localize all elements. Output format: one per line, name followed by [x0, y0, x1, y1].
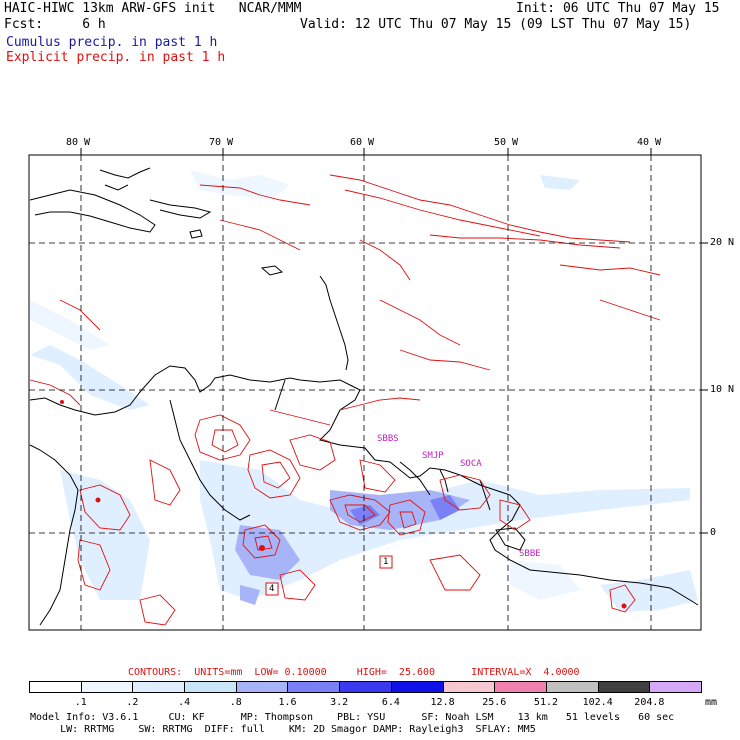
box-label-1: 1	[383, 557, 389, 567]
lon-label-70w: 70 W	[209, 137, 234, 148]
lon-label-60w: 60 W	[350, 137, 375, 148]
colorbar-cell	[80, 681, 134, 693]
lon-label-50w: 50 W	[494, 137, 519, 148]
colorbar-tick-label: 1.6	[278, 697, 297, 708]
colorbar-tick-label: 12.8	[430, 697, 455, 708]
colorbar-tick-label: .1	[74, 697, 87, 708]
forecast-hour: Fcst: 6 h	[4, 17, 106, 32]
label-box-4	[265, 582, 279, 596]
colorbar-cell	[235, 681, 289, 693]
heavy-precip-spots	[60, 400, 627, 609]
station-soca: SOCA	[460, 459, 482, 469]
lat-lon-grid	[29, 155, 701, 630]
colorbar-tick-label: 51.2	[533, 697, 559, 708]
colorbar-cell	[29, 681, 82, 693]
colorbar-cell	[132, 681, 186, 693]
colorbar-tick-label: 6.4	[381, 697, 400, 708]
contours-info: CONTOURS: UNITS=mm LOW= 0.10000 HIGH= 25…	[128, 667, 580, 678]
box-label-4: 4	[269, 584, 275, 594]
station-smjp: SMJP	[422, 451, 444, 461]
colorbar-tick-label: 25.6	[482, 697, 507, 708]
model-info-line2: LW: RRTMG SW: RRTMG DIFF: full KM: 2D Sm…	[30, 724, 536, 735]
colorbar-cell	[184, 681, 237, 693]
colorbar-tick-label: 3.2	[330, 697, 349, 708]
model-info-line1: Model Info: V3.6.1 CU: KF MP: Thompson P…	[30, 712, 675, 723]
lat-label-10n: 10 N	[710, 384, 735, 395]
colorbar-tick-label: 204.8	[634, 697, 665, 708]
colorbar-cell	[442, 681, 496, 693]
lon-label-40w: 40 W	[637, 137, 662, 148]
valid-time: Valid: 12 UTC Thu 07 May 15 (09 LST Thu …	[300, 17, 692, 32]
colorbar-cell	[494, 681, 547, 693]
explicit-precip-contours	[29, 174, 661, 626]
plot-title: HAIC-HIWC 13km ARW-GFS init NCAR/MMM	[4, 1, 302, 16]
colorbar-cell	[287, 681, 341, 693]
colorbar-tick-label: .8	[229, 697, 242, 708]
lat-label-0: 0	[710, 527, 717, 538]
colorbar-tick-label: .4	[178, 697, 191, 708]
cumulus-precip-label: Cumulus precip. in past 1 h	[6, 35, 218, 50]
station-sbbs: SBBS	[377, 434, 399, 444]
init-time: Init: 06 UTC Thu 07 May 15	[516, 1, 720, 16]
lat-label-20n: 20 N	[710, 237, 735, 248]
colorbar-tick-label: 102.4	[582, 697, 613, 708]
explicit-precip-label: Explicit precip. in past 1 h	[6, 50, 226, 65]
colorbar-cell	[545, 681, 599, 693]
label-box-1	[379, 555, 393, 569]
colorbar-unit: mm	[705, 697, 718, 708]
lon-label-80w: 80 W	[66, 137, 91, 148]
colorbar-tick-label: .2	[126, 697, 139, 708]
coastlines	[29, 167, 699, 626]
colorbar-cell	[649, 681, 702, 693]
station-sbbe: SBBE	[519, 549, 541, 559]
colorbar-cell	[339, 681, 392, 693]
colorbar-cell	[597, 681, 651, 693]
colorbar-cell	[390, 681, 444, 693]
frame-ticks	[80, 148, 708, 534]
